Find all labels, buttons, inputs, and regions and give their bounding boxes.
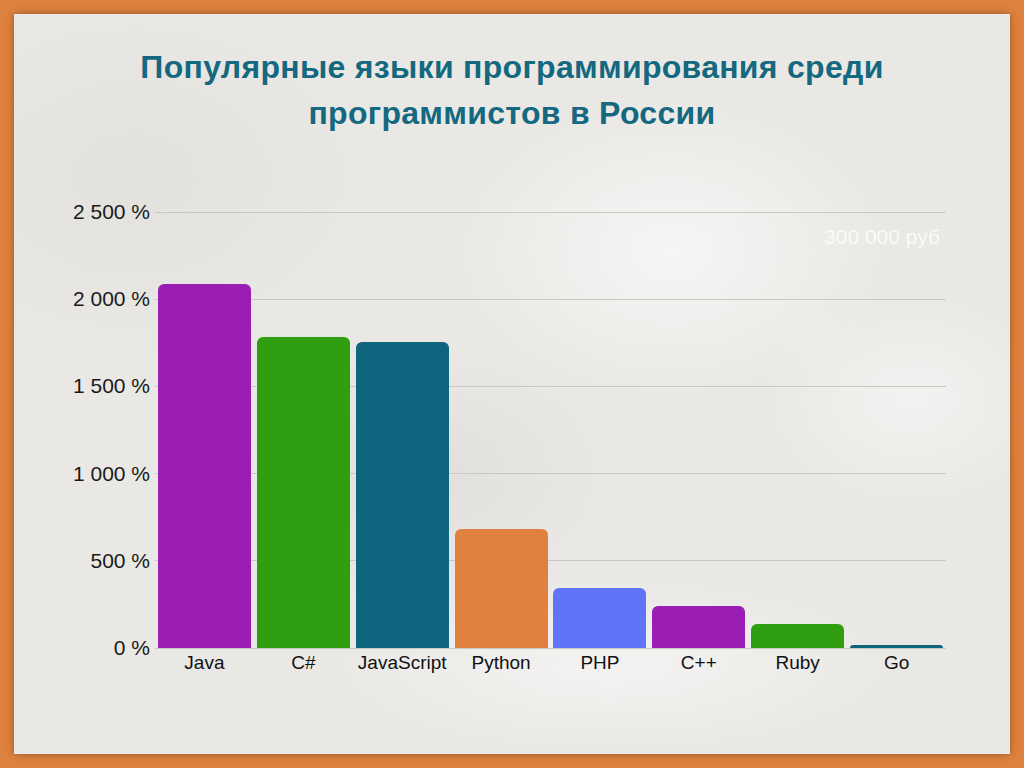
y-tick-label-500: 500 % — [0, 549, 150, 573]
y-tick-label-0: 0 % — [0, 636, 150, 660]
grid-line-2000 — [155, 299, 946, 300]
bar-c — [652, 606, 745, 648]
bar-chart: 2 500 %2 000 %1 500 %1 000 %500 %0 %Java… — [0, 0, 1024, 768]
grid-line-2500 — [155, 212, 946, 213]
bar-go — [850, 645, 943, 648]
x-tick-label-python: Python — [452, 652, 551, 674]
bar-javascript — [356, 342, 449, 648]
y-tick-label-1000: 1 000 % — [0, 462, 150, 486]
y-tick-label-2000: 2 000 % — [0, 287, 150, 311]
bar-python — [455, 529, 548, 648]
bar-c — [257, 337, 350, 648]
x-tick-label-java: Java — [155, 652, 254, 674]
x-tick-label-c: C# — [254, 652, 353, 674]
bar-php — [553, 588, 646, 648]
x-tick-label-javascript: JavaScript — [353, 652, 452, 674]
x-tick-label-ruby: Ruby — [748, 652, 847, 674]
y-tick-label-2500: 2 500 % — [0, 200, 150, 224]
bar-java — [158, 284, 251, 648]
x-tick-label-c: C++ — [649, 652, 748, 674]
x-tick-label-php: PHP — [551, 652, 650, 674]
y-tick-label-1500: 1 500 % — [0, 374, 150, 398]
x-tick-label-go: Go — [847, 652, 946, 674]
bar-ruby — [751, 624, 844, 648]
